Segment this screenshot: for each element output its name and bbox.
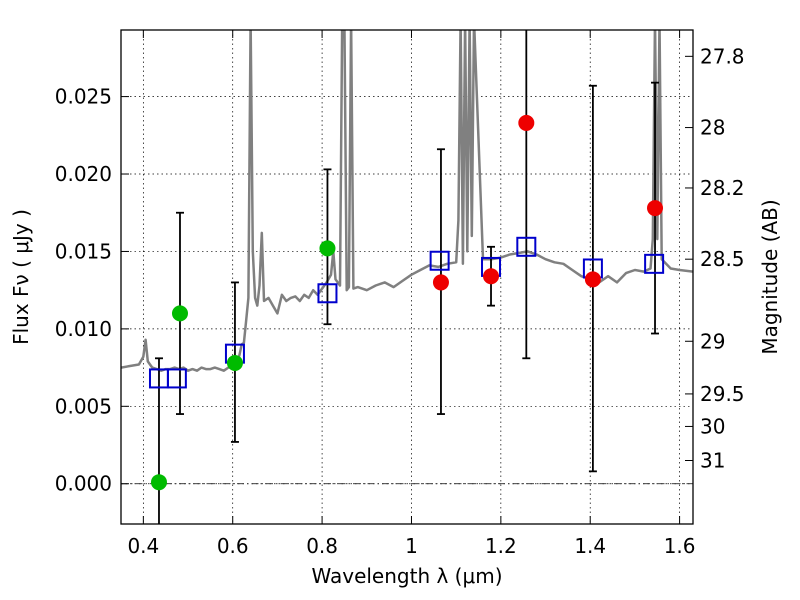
optical-data-point — [319, 240, 336, 257]
y2-tick-label: 28 — [700, 116, 725, 140]
plot-frame — [120, 29, 694, 525]
model-point — [516, 236, 537, 257]
y-tick-label: 0.000 — [55, 472, 112, 496]
model-point — [429, 250, 450, 271]
x-axis-title: Wavelength λ (μm) — [311, 564, 502, 588]
x-tick-label: 1 — [405, 534, 418, 558]
spectrum-layer — [121, 30, 693, 372]
y-tick-label: 0.010 — [55, 317, 112, 341]
y-axis-title: Flux Fν ( μJy ) — [9, 209, 33, 345]
infrared-data-point — [432, 274, 449, 291]
grid — [121, 30, 693, 524]
y2-tick-label: 29.5 — [700, 382, 745, 406]
y2-axis-title: Magnitude (AB) — [758, 199, 782, 354]
model-point — [166, 368, 187, 389]
y2-tick-label: 30 — [700, 414, 725, 438]
x-tick-label: 1.2 — [485, 534, 517, 558]
optical-data-point — [150, 474, 167, 491]
ticks — [121, 30, 693, 524]
x-tick-label: 1.4 — [574, 534, 606, 558]
y2-tick-label: 29 — [700, 329, 725, 353]
y-tick-label: 0.025 — [55, 85, 112, 109]
infrared-data-point — [584, 271, 601, 288]
y-tick-label: 0.005 — [55, 394, 112, 418]
x-tick-label: 0.6 — [217, 534, 249, 558]
x-tick-label: 0.8 — [306, 534, 338, 558]
marker-layer — [148, 114, 665, 491]
infrared-data-point — [518, 114, 535, 131]
model-point — [644, 253, 665, 274]
x-tick-label: 0.4 — [127, 534, 159, 558]
x-tick-label: 1.6 — [664, 534, 696, 558]
optical-data-point — [226, 354, 243, 371]
y-tick-label: 0.015 — [55, 239, 112, 263]
optical-data-point — [171, 305, 188, 322]
model-point — [317, 283, 338, 304]
spectrum-line — [121, 30, 693, 372]
y-tick-label: 0.020 — [55, 162, 112, 186]
infrared-data-point — [647, 200, 664, 217]
infrared-data-point — [483, 268, 500, 285]
y2-tick-label: 31 — [700, 449, 725, 473]
y2-tick-label: 27.8 — [700, 44, 745, 68]
y2-tick-label: 28.5 — [700, 247, 745, 271]
y2-tick-label: 28.2 — [700, 176, 745, 200]
tick-labels: 0.4 0.6 0.8 1 1.2 1.4 1.6 0.000 0.005 0.010 0.015 0… — [55, 44, 745, 558]
